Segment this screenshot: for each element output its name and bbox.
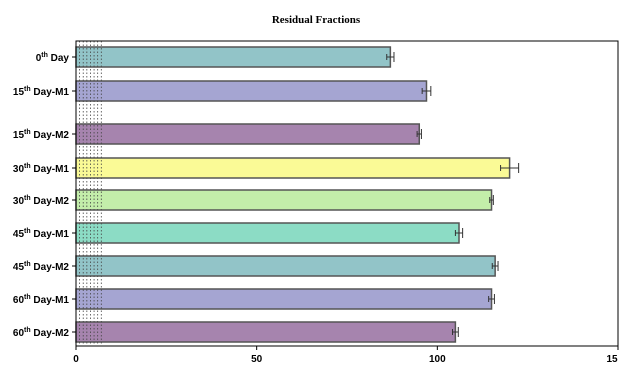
category-label-2: 15th Day-M1 xyxy=(13,86,70,98)
plot-frame xyxy=(75,40,619,347)
category-label-8: 60th Day-M1 xyxy=(13,294,70,306)
x-tick-label-3: 100 xyxy=(429,354,446,365)
bar-9 xyxy=(75,321,457,343)
bar-7 xyxy=(75,255,496,277)
error-bar-5 xyxy=(489,195,494,205)
bar-5 xyxy=(75,189,493,211)
bar-1 xyxy=(75,46,392,68)
error-bar-9 xyxy=(452,327,459,337)
bar-6 xyxy=(75,222,460,244)
error-bar-2 xyxy=(421,86,432,96)
category-label-9: 60th Day-M2 xyxy=(13,327,70,339)
category-label-4: 30th Day-M1 xyxy=(13,163,70,175)
error-bar-8 xyxy=(488,294,495,304)
bar-4 xyxy=(75,157,511,179)
category-label-1: 0th Day xyxy=(36,52,70,64)
error-bar-7 xyxy=(491,261,499,271)
category-label-5: 30th Day-M2 xyxy=(13,195,70,207)
chart-title: Residual Fractions xyxy=(272,14,361,26)
error-bar-4 xyxy=(500,163,520,173)
x-tick-label-2: 50 xyxy=(251,354,263,365)
category-label-3: 15th Day-M2 xyxy=(13,129,70,141)
x-tick-label-1: 0 xyxy=(73,354,79,365)
error-bar-3 xyxy=(416,129,422,139)
error-bar-1 xyxy=(386,52,395,62)
error-bar-6 xyxy=(454,228,464,238)
bar-2 xyxy=(75,80,428,102)
bar-3 xyxy=(75,123,421,145)
category-label-6: 45th Day-M1 xyxy=(13,228,70,240)
category-label-7: 45th Day-M2 xyxy=(13,261,70,273)
x-tick-label-4: 15 xyxy=(606,354,618,365)
bar-8 xyxy=(75,288,493,310)
